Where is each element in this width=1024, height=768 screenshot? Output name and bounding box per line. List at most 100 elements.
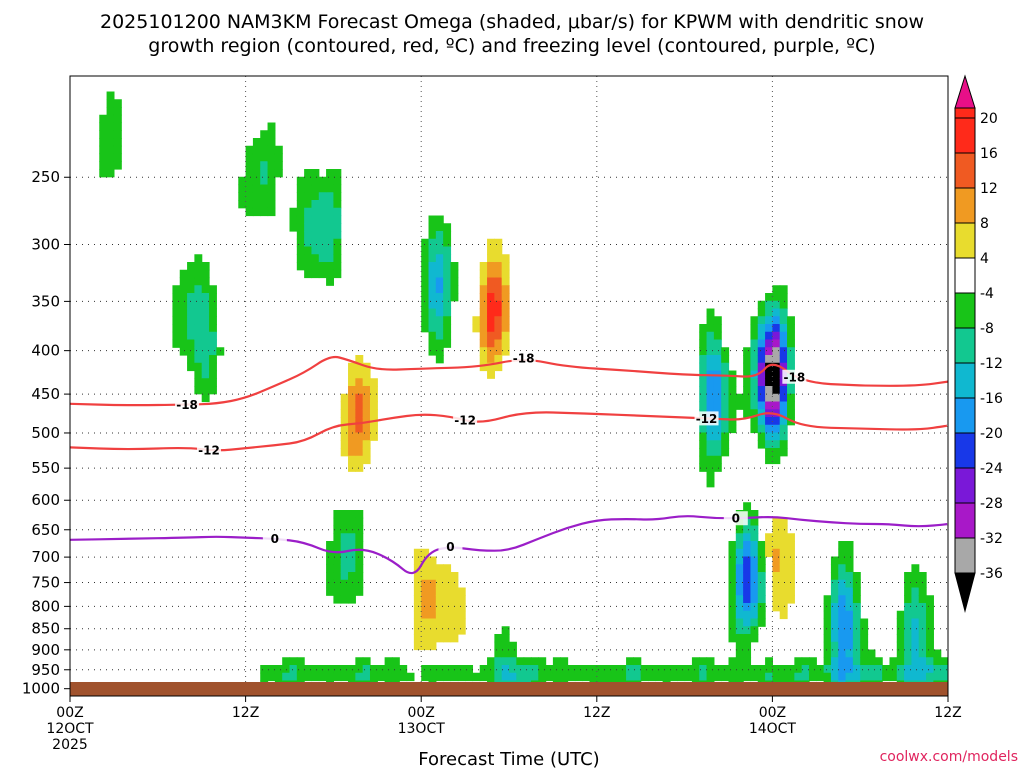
omega-cell	[706, 308, 715, 317]
omega-cell	[699, 386, 708, 395]
omega-cell	[194, 308, 203, 317]
omega-cell	[435, 262, 444, 271]
omega-cell	[362, 455, 371, 465]
omega-cell	[896, 649, 905, 658]
omega-cell	[852, 579, 861, 589]
omega-cell	[340, 401, 349, 410]
omega-cell	[787, 579, 795, 589]
omega-cell	[187, 324, 195, 333]
omega-cell	[867, 649, 876, 658]
omega-cell	[487, 293, 495, 302]
omega-cell	[435, 331, 444, 341]
omega-cell	[428, 331, 437, 341]
omega-cell	[765, 324, 773, 333]
omega-cell	[187, 293, 195, 302]
omega-cell	[413, 572, 422, 581]
omega-cell	[326, 215, 334, 224]
omega-cell	[326, 572, 334, 581]
omega-cell	[311, 176, 320, 186]
omega-cell	[735, 393, 744, 403]
omega-cell	[326, 223, 334, 232]
omega-cell	[823, 657, 832, 666]
omega-cell	[765, 386, 773, 395]
omega-cell	[699, 355, 708, 364]
omega-cell	[728, 610, 737, 620]
omega-cell	[326, 262, 334, 271]
omega-cell	[267, 169, 276, 178]
omega-cell	[296, 207, 305, 217]
omega-cell	[406, 672, 415, 682]
omega-cell	[830, 672, 839, 682]
y-tick-label: 550	[31, 459, 60, 477]
omega-cell	[721, 378, 730, 387]
omega-cell	[896, 665, 905, 674]
omega-cell	[209, 324, 217, 333]
omega-cell	[428, 231, 437, 240]
omega-cell	[735, 603, 744, 612]
omega-cell	[713, 362, 722, 372]
colorbar-label: 20	[980, 111, 998, 127]
omega-cell	[699, 339, 708, 348]
omega-cell	[743, 626, 752, 635]
omega-cell	[772, 665, 781, 674]
omega-cell	[750, 618, 759, 627]
omega-cell	[787, 386, 795, 395]
omega-cell	[479, 347, 488, 356]
omega-cell	[201, 324, 210, 333]
omega-cell	[787, 587, 795, 596]
omega-cell	[479, 293, 488, 302]
contours: -18 -18 -18 -12 -12 -12 0 0 0	[70, 350, 948, 575]
omega-cell	[728, 587, 737, 596]
omega-cell	[194, 262, 203, 271]
omega-cell	[728, 564, 737, 573]
omega-cell	[911, 657, 920, 666]
omega-cell	[413, 626, 422, 635]
omega-cell	[816, 672, 825, 682]
omega-cell	[201, 347, 210, 356]
omega-cell	[362, 448, 371, 457]
omega-cell	[728, 626, 737, 635]
omega-cell	[860, 657, 869, 666]
omega-cell	[743, 641, 752, 651]
omega-cell	[779, 409, 788, 418]
omega-cell	[852, 634, 861, 643]
omega-cell	[611, 665, 620, 674]
omega-cell	[326, 587, 334, 596]
omega-cell	[194, 347, 203, 356]
omega-cell	[443, 665, 452, 674]
omega-cell	[830, 626, 839, 635]
omega-cell	[852, 665, 861, 674]
omega-cell	[252, 169, 261, 178]
omega-cell	[369, 432, 378, 441]
omega-cell	[904, 579, 913, 589]
omega-cell	[348, 665, 356, 674]
omega-cell	[435, 618, 444, 627]
omega-cell	[187, 339, 195, 348]
omega-cell	[787, 339, 795, 348]
omega-cell	[326, 548, 334, 558]
y-tick-label: 250	[31, 168, 60, 186]
omega-cell	[845, 657, 854, 666]
omega-cell	[245, 184, 254, 193]
omega-cell	[845, 572, 854, 581]
omega-cell	[735, 587, 744, 596]
omega-cell	[735, 572, 744, 581]
omega-cell	[421, 269, 430, 279]
omega-cell	[772, 572, 781, 581]
omega-cell	[413, 634, 422, 643]
omega-cell	[296, 231, 305, 240]
omega-cell	[677, 665, 686, 674]
omega-cell	[750, 316, 759, 325]
omega-cell	[765, 339, 773, 348]
omega-cell	[874, 657, 883, 666]
omega-cell	[743, 533, 752, 542]
y-tick-label: 450	[31, 385, 60, 403]
omega-cell	[852, 587, 861, 596]
omega-cell	[779, 564, 788, 573]
omega-cell	[735, 618, 744, 627]
omega-cell	[245, 153, 254, 162]
omega-cell	[267, 122, 276, 131]
omega-cell	[501, 269, 510, 279]
omega-cell	[838, 556, 847, 565]
omega-cell	[201, 370, 210, 379]
